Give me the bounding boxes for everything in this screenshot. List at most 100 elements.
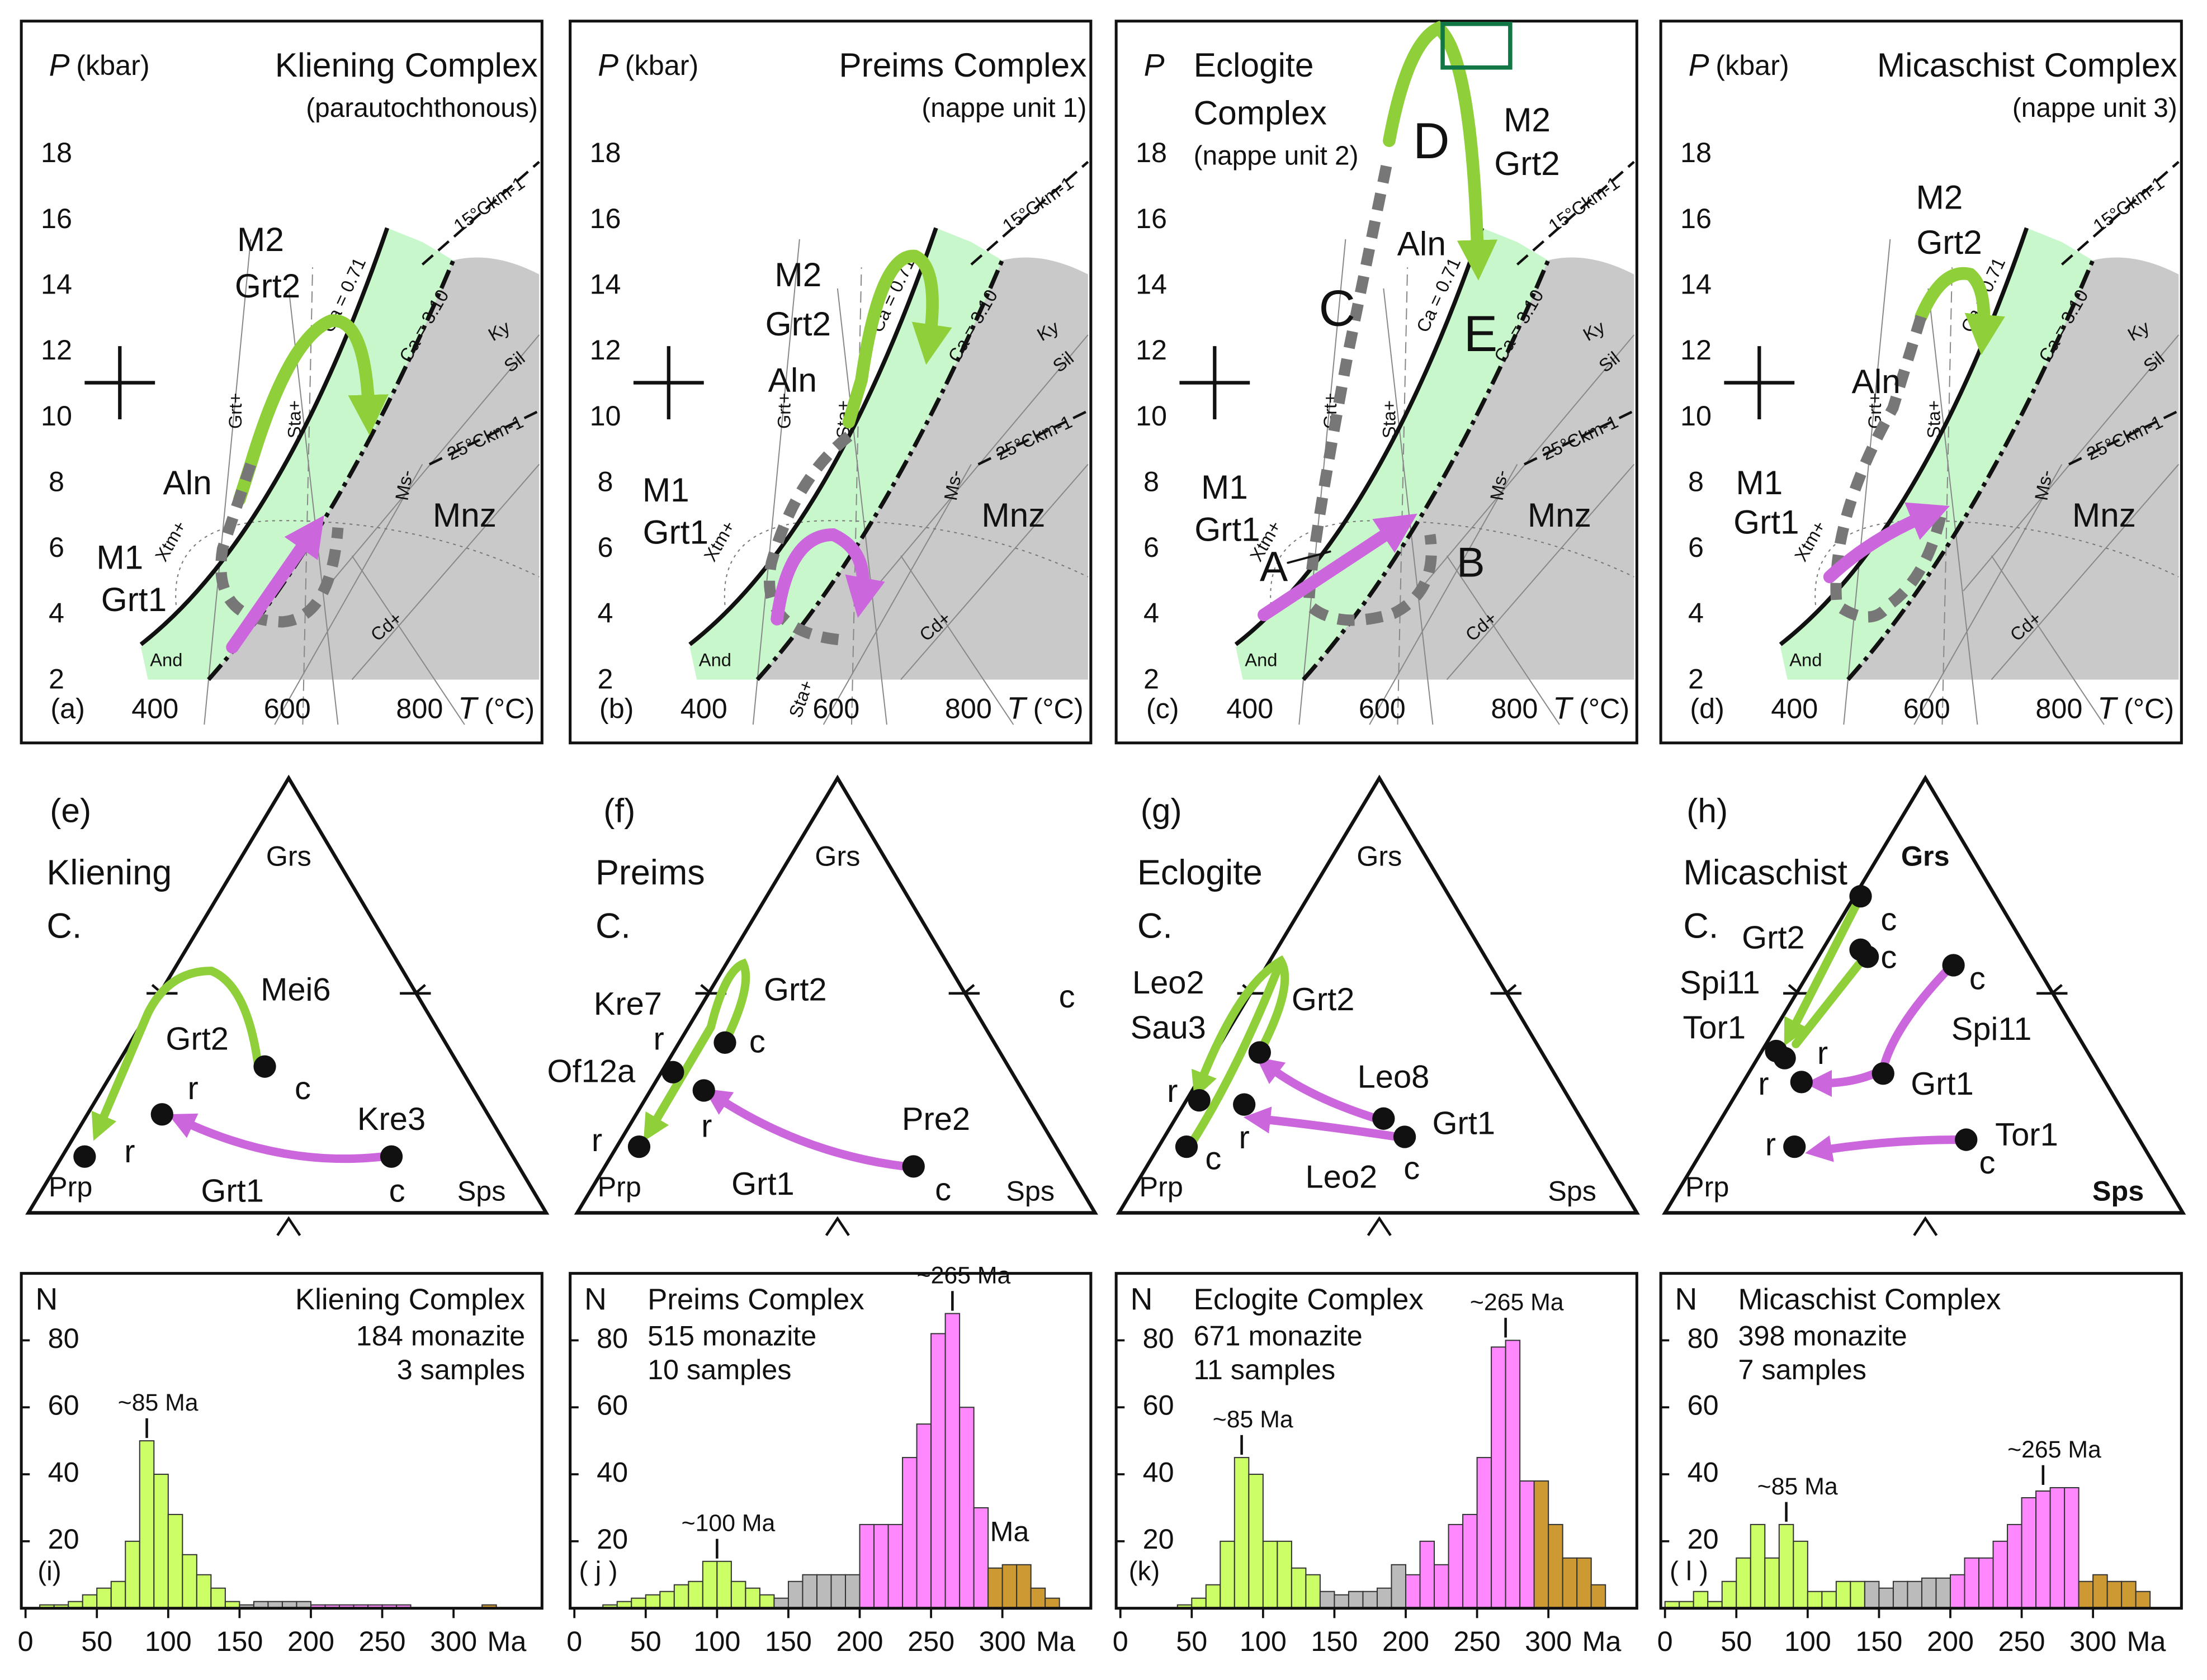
panel-title: Micaschist Complex (1877, 46, 2177, 84)
p-tick-label: 4 (49, 597, 64, 629)
histogram-bar (1764, 1557, 1780, 1609)
histogram-bar (730, 1580, 746, 1609)
reaction-line (850, 267, 862, 725)
panel-name: C. (596, 907, 631, 946)
pt-label: M1 (1201, 468, 1248, 506)
p-unit: (kbar) (76, 49, 149, 81)
histogram-bar (1949, 1574, 1965, 1609)
histogram-frame (1659, 1272, 2183, 1610)
histogram-bar (1519, 1480, 1535, 1609)
analysis-point (73, 1145, 96, 1168)
x-tick-label: 0 (18, 1625, 34, 1657)
pt-label: Aln (768, 361, 817, 399)
histogram-bar (1348, 1591, 1364, 1609)
histogram-bar (1045, 1597, 1060, 1609)
x-tick-label: 300 (979, 1625, 1026, 1657)
histogram-bar (210, 1587, 226, 1609)
sample-label: c (1059, 979, 1075, 1015)
p-tick-label: 2 (1143, 662, 1159, 694)
histogram-title: Preims Complex (648, 1283, 864, 1316)
histogram-bar (139, 1440, 155, 1609)
histogram-bar (959, 1407, 975, 1609)
p-tick-label: 4 (598, 597, 613, 629)
p-tick-label: 12 (590, 334, 621, 366)
histogram-bar (1462, 1513, 1478, 1609)
analysis-point (1188, 1089, 1211, 1112)
histogram-bar (182, 1554, 197, 1609)
peak-label: ~100 Ma (682, 1510, 776, 1537)
sample-label: r (1758, 1066, 1769, 1102)
analysis-point (1856, 945, 1879, 968)
histogram-bar (1391, 1564, 1407, 1609)
histogram-bar (1921, 1577, 1937, 1609)
ternary-panel: Grs Prp Sps (e) Kliening C. (25, 774, 550, 1236)
histogram-bar (1448, 1523, 1464, 1609)
x-tick-label: 300 (2069, 1625, 2116, 1657)
t-tick-label: 400 (131, 692, 178, 724)
vertex-label: Sps (457, 1175, 506, 1207)
histogram-bar (1964, 1557, 1980, 1609)
pt-label: M2 (1916, 178, 1963, 216)
composition-path (643, 958, 750, 1142)
analysis-point (1372, 1107, 1395, 1130)
p-tick-label: 6 (1143, 531, 1159, 563)
p-tick-label: 8 (598, 465, 613, 497)
ternary-panel: Grs Prp Sps (g) Eclogite C. (1116, 774, 1640, 1236)
phase-label: Mnz (433, 496, 497, 534)
histogram-bar (631, 1597, 646, 1609)
histogram-bar (2078, 1580, 2094, 1609)
pt-label: C (1319, 281, 1355, 337)
t-unit: (°C) (2124, 692, 2174, 724)
peak-label: ~265 Ma (1470, 1289, 1564, 1315)
pt-label: Grt1 (643, 513, 708, 551)
panel-name: C. (1683, 907, 1718, 946)
histogram-bar (987, 1567, 1003, 1609)
p-tick-label: 18 (1680, 136, 1712, 168)
y-tick-label: 80 (1143, 1322, 1174, 1354)
sample-label: r (188, 1071, 199, 1106)
histogram-bar (1533, 1480, 1549, 1609)
histogram-bar (1693, 1591, 1709, 1609)
histogram-bar (830, 1574, 846, 1609)
p-axis-label: P (1689, 48, 1709, 82)
reaction-line (752, 239, 800, 725)
analysis-point (692, 1079, 715, 1102)
analysis-point (1248, 1041, 1271, 1064)
x-axis-label: Ma (2126, 1625, 2166, 1657)
sample-label: Grt1 (731, 1166, 795, 1202)
error-cross (1724, 346, 1795, 419)
histogram-bar (1476, 1457, 1492, 1609)
p-tick-label: 10 (590, 400, 621, 432)
sample-label: Spi11 (1680, 965, 1760, 1001)
gradient-line (2061, 160, 2180, 266)
composition-path (1185, 957, 1286, 1151)
histogram-bar (1505, 1340, 1521, 1609)
reaction-line (351, 463, 540, 680)
sample-label: c (749, 1024, 765, 1060)
y-axis-label: N (584, 1282, 607, 1317)
p-tick-label: 16 (1136, 202, 1167, 234)
y-tick-label: 60 (1143, 1389, 1174, 1421)
x-tick-label: 250 (359, 1625, 406, 1657)
sample-label: c (935, 1172, 951, 1208)
histogram-note: 515 monazite (648, 1320, 816, 1352)
histogram-bar (844, 1574, 861, 1609)
x-tick-label: 300 (430, 1625, 477, 1657)
p-tick-label: 14 (590, 268, 621, 300)
histogram-bar (2021, 1497, 2037, 1609)
pt-path (226, 515, 324, 654)
sample-label: Grt1 (1911, 1066, 1974, 1102)
sample-label: Kre3 (357, 1101, 426, 1137)
x-tick-label: 50 (81, 1625, 112, 1657)
pt-path (1915, 267, 2005, 356)
histogram-bar (1405, 1574, 1421, 1609)
panel-label: (h) (1686, 792, 1728, 830)
sample-label: Spi11 (1951, 1011, 2032, 1047)
p-tick-label: 12 (1136, 334, 1167, 366)
pt-label: Grt2 (1916, 223, 1982, 261)
histogram-bar (1590, 1584, 1606, 1609)
y-tick-label: 60 (597, 1389, 628, 1421)
y-tick-label: 20 (597, 1523, 628, 1555)
histogram-note: 398 monazite (1738, 1320, 1907, 1352)
t-axis-label: T (1007, 691, 1028, 726)
